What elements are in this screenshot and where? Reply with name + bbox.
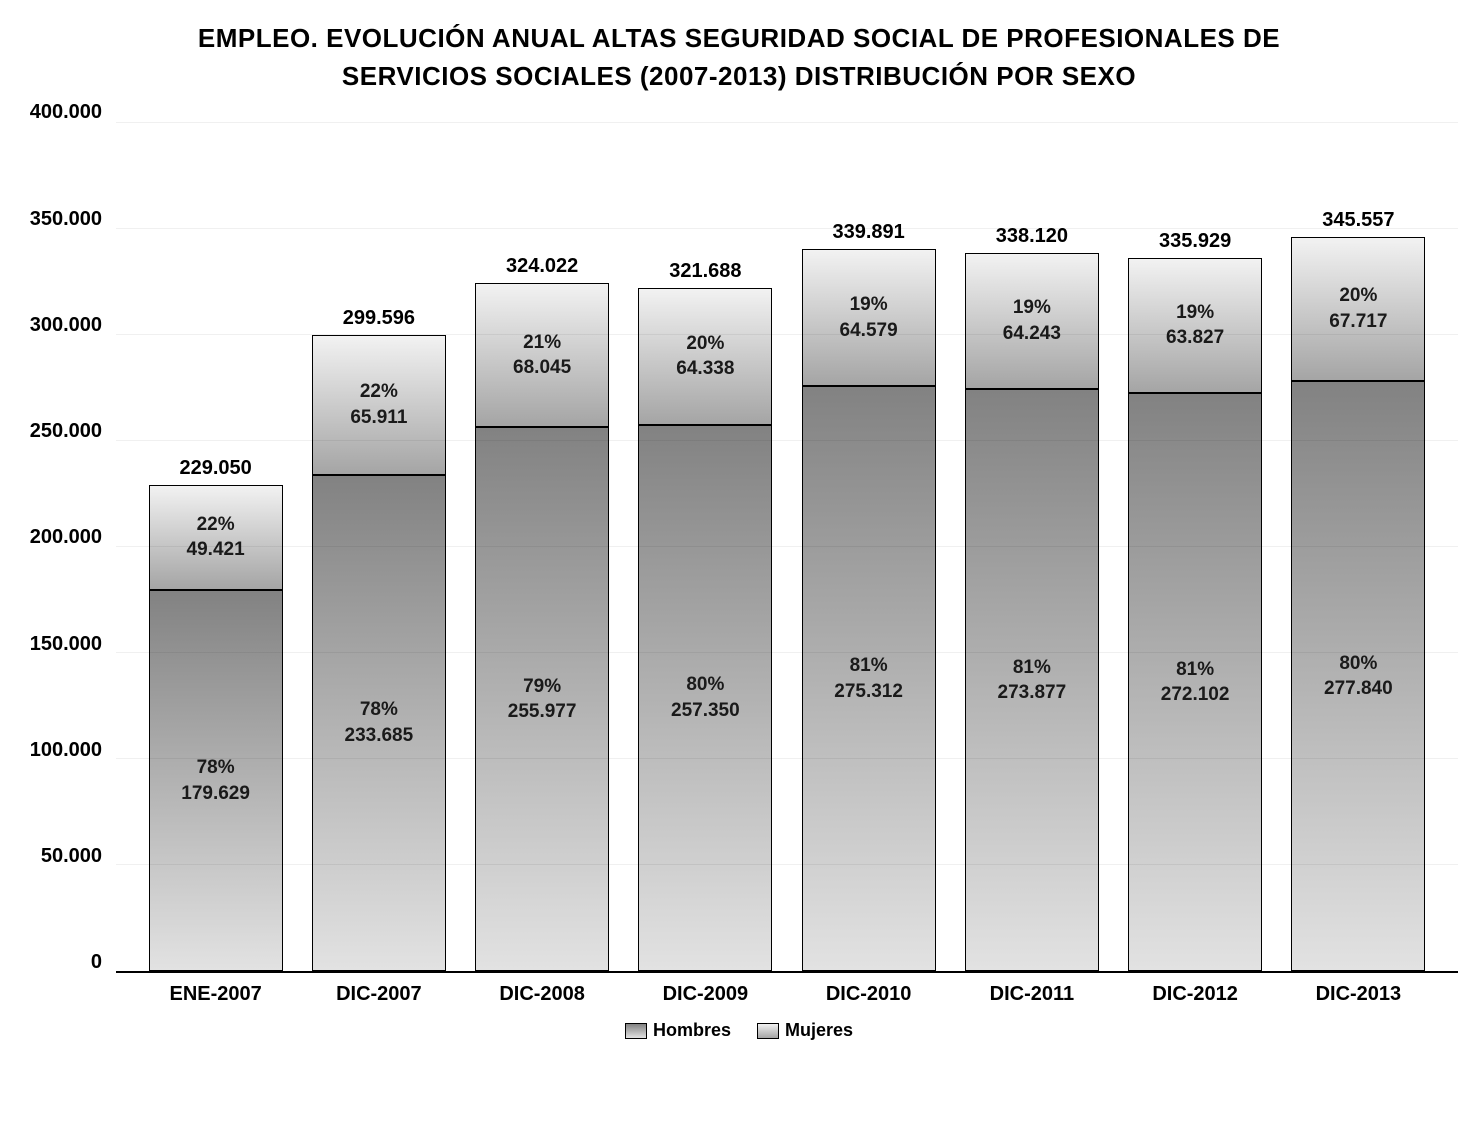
legend-swatch-mujeres (757, 1023, 779, 1039)
x-tick: DIC-2012 (1114, 983, 1277, 1006)
chart-title: EMPLEO. EVOLUCIÓN ANUAL ALTAS SEGURIDAD … (20, 20, 1458, 95)
legend: Hombres Mujeres (20, 1020, 1458, 1041)
hombres-value: 257.350 (671, 698, 740, 724)
mujeres-value: 49.421 (187, 537, 245, 563)
total-label: 335.929 (1128, 230, 1262, 253)
segment-mujeres: 22%65.911 (312, 335, 446, 475)
y-axis: 400.000350.000300.000250.000200.000150.0… (20, 123, 116, 973)
hombres-value: 273.877 (998, 680, 1067, 706)
chart-title-line2: SERVICIOS SOCIALES (2007-2013) DISTRIBUC… (20, 58, 1458, 96)
bar: 324.02221%68.04579%255.977 (475, 283, 609, 972)
mujeres-pct: 22% (197, 512, 235, 538)
hombres-pct: 80% (686, 672, 724, 698)
plot-area: 229.05022%49.42178%179.629299.59622%65.9… (116, 123, 1458, 973)
mujeres-pct: 19% (850, 292, 888, 318)
mujeres-value: 65.911 (350, 405, 407, 431)
segment-hombres: 81%273.877 (965, 389, 1099, 971)
mujeres-value: 64.579 (840, 318, 898, 344)
legend-item-mujeres: Mujeres (757, 1020, 853, 1041)
bar: 335.92919%63.82781%272.102 (1128, 258, 1262, 972)
bar-group: 339.89119%64.57981%275.312 (787, 249, 950, 971)
mujeres-pct: 19% (1176, 300, 1214, 326)
total-label: 339.891 (802, 221, 936, 244)
bar: 345.55720%67.71780%277.840 (1291, 237, 1425, 971)
x-tick: DIC-2009 (624, 983, 787, 1006)
total-label: 338.120 (965, 225, 1099, 248)
x-tick: DIC-2008 (461, 983, 624, 1006)
bar: 321.68820%64.33880%257.350 (638, 288, 772, 972)
hombres-pct: 81% (1176, 657, 1214, 683)
segment-hombres: 78%179.629 (149, 590, 283, 972)
segment-mujeres: 19%63.827 (1128, 258, 1262, 394)
mujeres-value: 67.717 (1329, 309, 1387, 335)
mujeres-pct: 20% (1339, 283, 1377, 309)
hombres-value: 277.840 (1324, 676, 1393, 702)
bar-group: 229.05022%49.42178%179.629 (134, 485, 297, 972)
segment-mujeres: 19%64.243 (965, 253, 1099, 390)
segment-hombres: 81%272.102 (1128, 393, 1262, 971)
hombres-value: 272.102 (1161, 682, 1230, 708)
segment-hombres: 79%255.977 (475, 427, 609, 971)
hombres-value: 255.977 (508, 699, 577, 725)
x-tick: DIC-2011 (950, 983, 1113, 1006)
legend-swatch-hombres (625, 1023, 647, 1039)
x-tick: ENE-2007 (134, 983, 297, 1006)
hombres-pct: 79% (523, 674, 561, 700)
chart-body: 400.000350.000300.000250.000200.000150.0… (20, 123, 1458, 973)
hombres-pct: 78% (197, 755, 235, 781)
segment-mujeres: 20%67.717 (1291, 237, 1425, 381)
segment-hombres: 81%275.312 (802, 386, 936, 971)
mujeres-pct: 21% (523, 330, 561, 356)
mujeres-value: 64.243 (1003, 321, 1061, 347)
legend-label-mujeres: Mujeres (785, 1020, 853, 1041)
mujeres-value: 64.338 (676, 356, 734, 382)
total-label: 299.596 (312, 307, 446, 330)
bar: 299.59622%65.91178%233.685 (312, 335, 446, 972)
segment-mujeres: 20%64.338 (638, 288, 772, 425)
hombres-pct: 81% (1013, 655, 1051, 681)
segment-mujeres: 19%64.579 (802, 249, 936, 386)
bar-group: 335.92919%63.82781%272.102 (1114, 258, 1277, 972)
segment-mujeres: 22%49.421 (149, 485, 283, 590)
mujeres-value: 63.827 (1166, 325, 1224, 351)
segment-mujeres: 21%68.045 (475, 283, 609, 428)
bar-group: 338.12019%64.24381%273.877 (950, 253, 1113, 972)
bar-group: 345.55720%67.71780%277.840 (1277, 237, 1440, 971)
total-label: 324.022 (475, 255, 609, 278)
total-label: 345.557 (1291, 209, 1425, 232)
bar: 338.12019%64.24381%273.877 (965, 253, 1099, 972)
hombres-value: 233.685 (345, 723, 414, 749)
total-label: 229.050 (149, 457, 283, 480)
bar-group: 324.02221%68.04579%255.977 (461, 283, 624, 972)
mujeres-pct: 22% (360, 379, 398, 405)
legend-label-hombres: Hombres (653, 1020, 731, 1041)
mujeres-value: 68.045 (513, 355, 571, 381)
hombres-pct: 78% (360, 697, 398, 723)
bar-group: 321.68820%64.33880%257.350 (624, 288, 787, 972)
segment-hombres: 80%277.840 (1291, 381, 1425, 971)
chart-title-line1: EMPLEO. EVOLUCIÓN ANUAL ALTAS SEGURIDAD … (20, 20, 1458, 58)
bar: 229.05022%49.42178%179.629 (149, 485, 283, 972)
segment-hombres: 80%257.350 (638, 425, 772, 972)
bars-container: 229.05022%49.42178%179.629299.59622%65.9… (116, 123, 1458, 971)
x-tick: DIC-2007 (297, 983, 460, 1006)
segment-hombres: 78%233.685 (312, 475, 446, 972)
total-label: 321.688 (638, 260, 772, 283)
bar: 339.89119%64.57981%275.312 (802, 249, 936, 971)
hombres-pct: 81% (850, 653, 888, 679)
x-tick: DIC-2013 (1277, 983, 1440, 1006)
x-axis: ENE-2007DIC-2007DIC-2008DIC-2009DIC-2010… (20, 973, 1458, 1006)
bar-group: 299.59622%65.91178%233.685 (297, 335, 460, 972)
hombres-pct: 80% (1339, 651, 1377, 677)
mujeres-pct: 19% (1013, 295, 1051, 321)
hombres-value: 275.312 (834, 679, 903, 705)
legend-item-hombres: Hombres (625, 1020, 731, 1041)
x-ticks: ENE-2007DIC-2007DIC-2008DIC-2009DIC-2010… (116, 973, 1458, 1006)
mujeres-pct: 20% (686, 331, 724, 357)
hombres-value: 179.629 (181, 781, 250, 807)
x-tick: DIC-2010 (787, 983, 950, 1006)
chart-container: EMPLEO. EVOLUCIÓN ANUAL ALTAS SEGURIDAD … (20, 20, 1458, 1041)
